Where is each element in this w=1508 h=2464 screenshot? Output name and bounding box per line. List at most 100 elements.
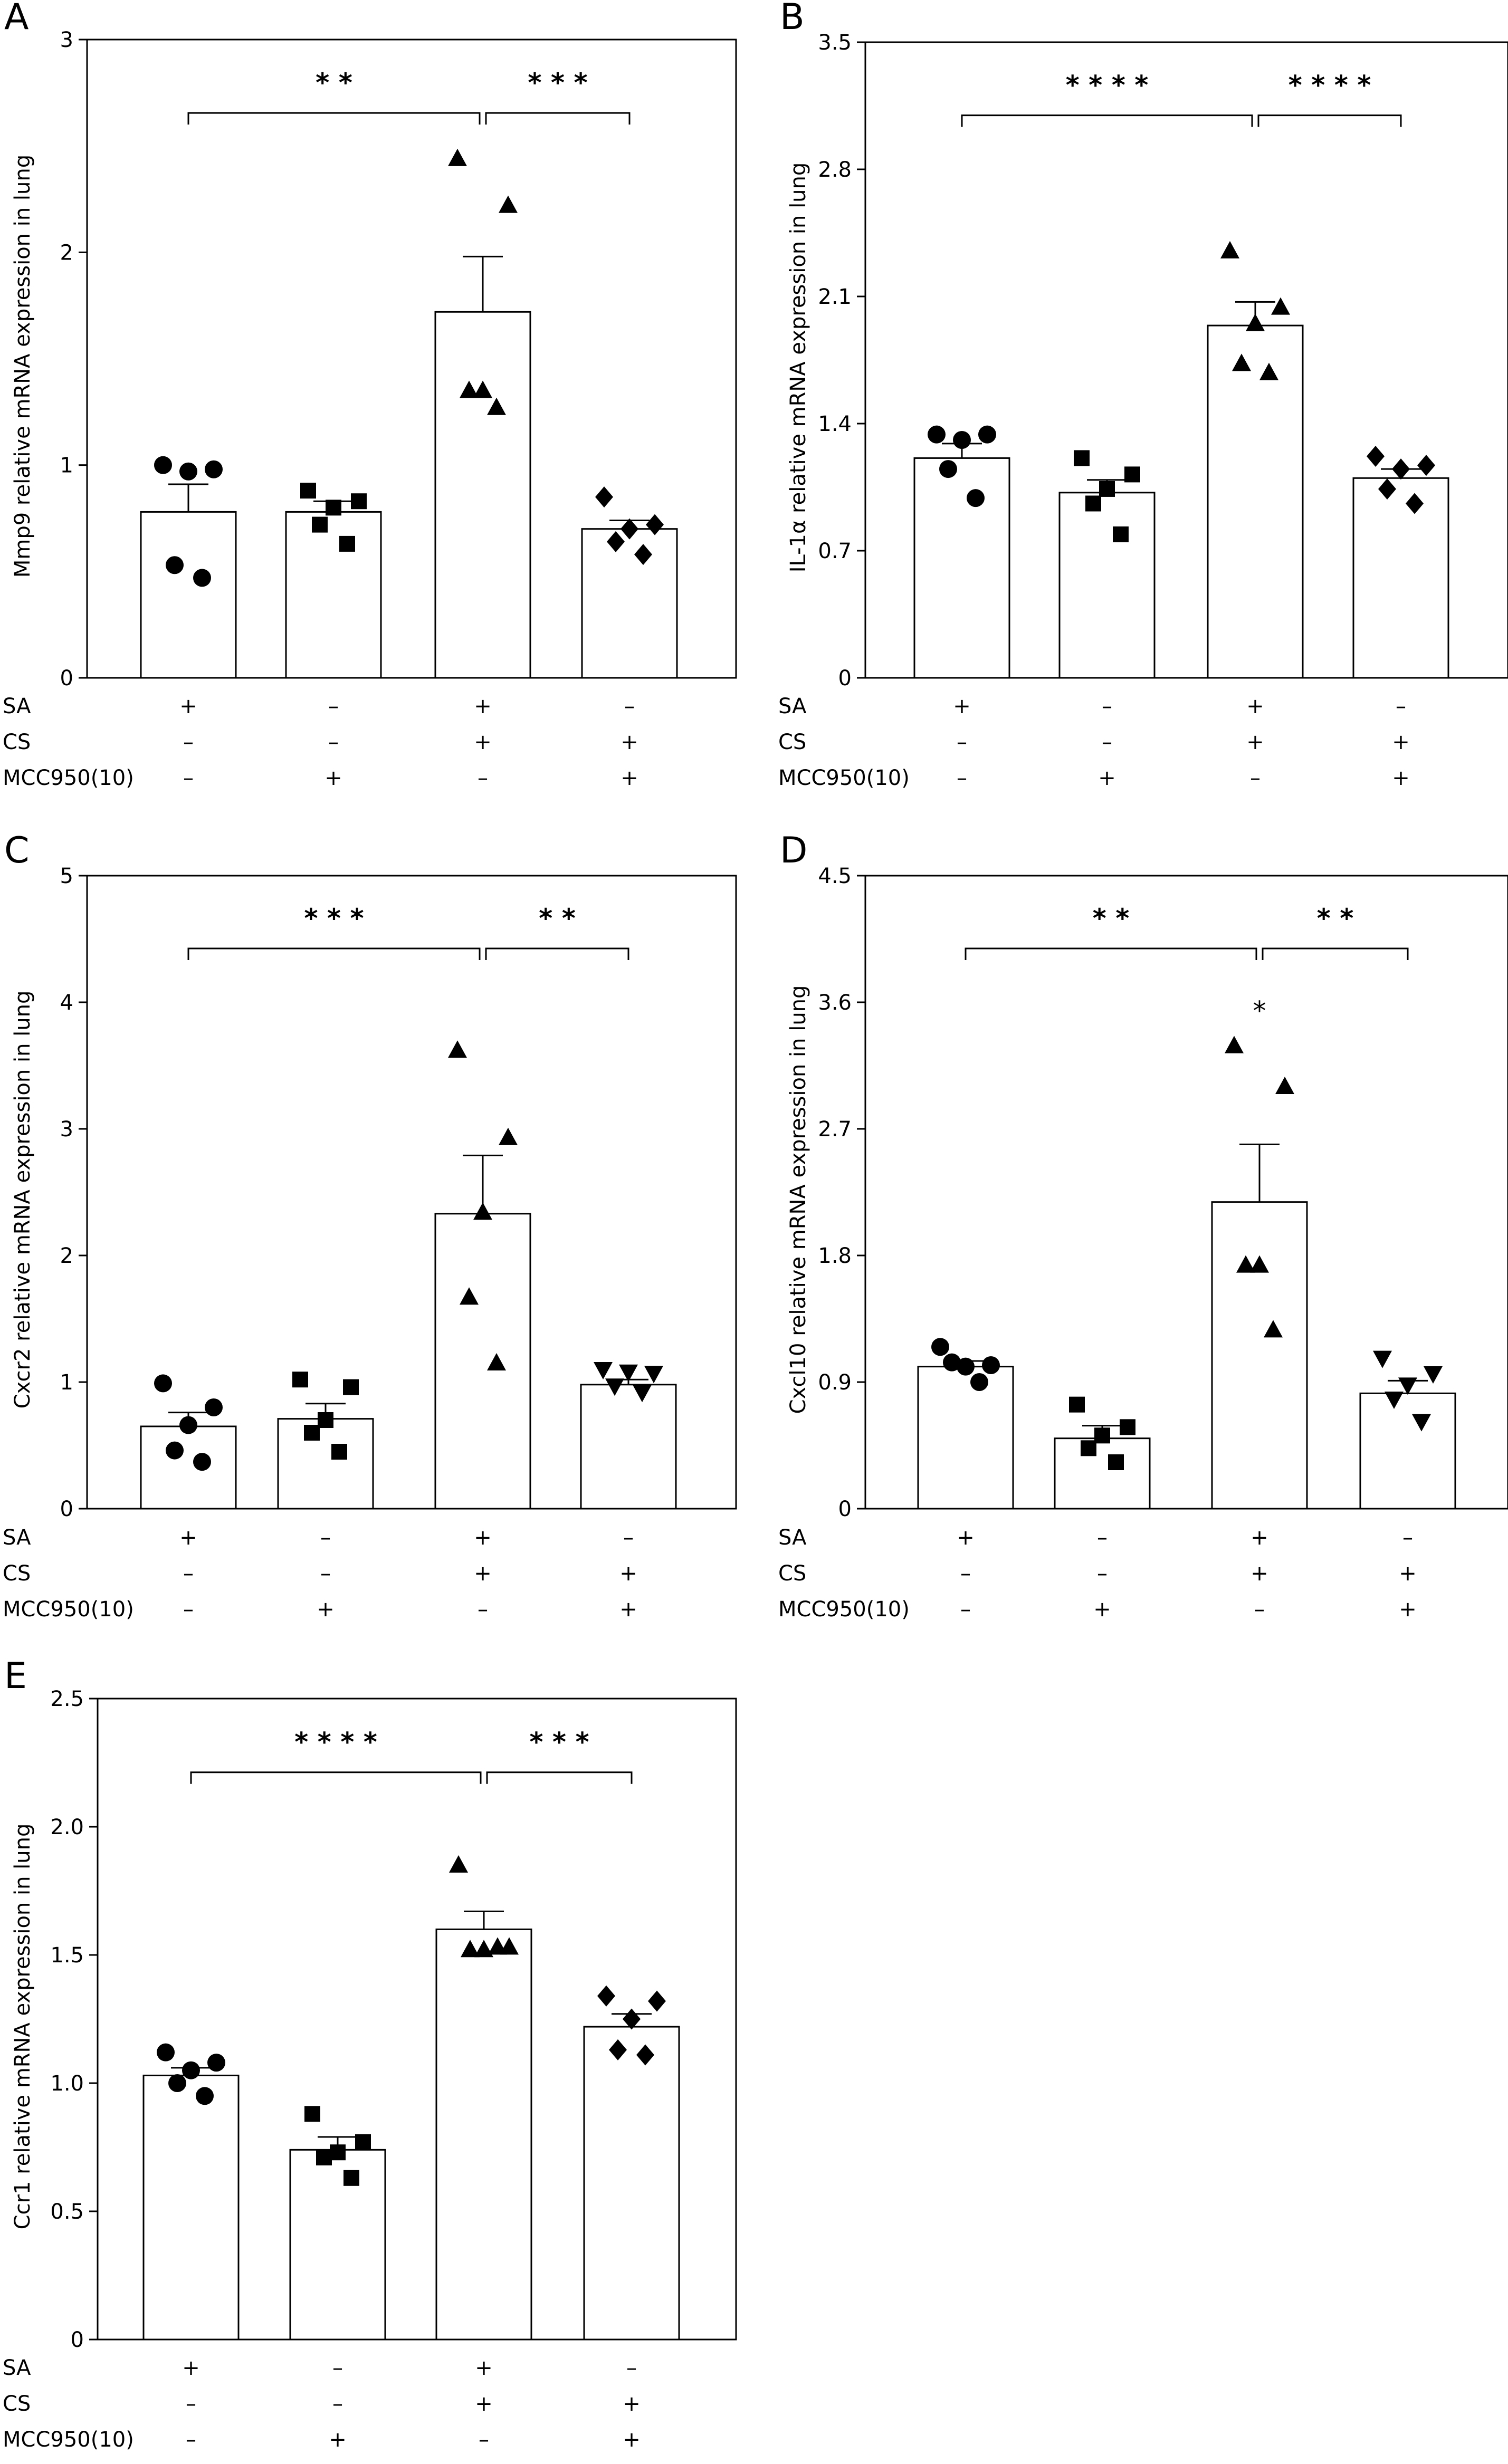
circle-marker: [953, 430, 971, 449]
treatment-sign: +: [1399, 1597, 1417, 1622]
circle-marker: [154, 456, 172, 474]
treatment-sign: +: [329, 2428, 347, 2452]
circle-marker: [166, 1441, 184, 1460]
circle-marker: [982, 1356, 1000, 1374]
inverted-triangle-marker: [1398, 1377, 1417, 1395]
treatment-sign: +: [621, 766, 638, 790]
circle-marker: [978, 425, 996, 444]
treatment-sign: +: [324, 766, 342, 790]
y-tick-label: 0: [838, 666, 852, 691]
treatment-row-label: MCC950(10): [3, 1597, 134, 1622]
treatment-sign: +: [1093, 1597, 1111, 1622]
y-tick-label: 0.5: [50, 2200, 84, 2224]
treatment-sign: +: [1392, 730, 1410, 754]
treatment-sign: –: [332, 2356, 343, 2380]
bar: [434, 311, 531, 679]
y-axis-title: Cxcr2 relative mRNA expression in lung: [11, 991, 35, 1409]
treatment-sign: –: [1097, 1526, 1108, 1550]
diamond-marker: [648, 1990, 666, 2012]
treatment-sign: –: [623, 1526, 634, 1550]
circle-marker: [970, 1373, 988, 1391]
y-tick-label: 4: [60, 991, 73, 1015]
inverted-triangle-marker: [1412, 1414, 1431, 1432]
triangle-marker: [1275, 1077, 1294, 1094]
diamond-marker: [1378, 478, 1396, 500]
triangle-marker: [1232, 353, 1251, 371]
circle-marker: [967, 489, 985, 507]
circle-marker: [157, 2043, 175, 2062]
triangle-marker: [499, 195, 518, 213]
treatment-row-label: CS: [3, 2392, 31, 2416]
circle-marker: [154, 1374, 172, 1393]
significance-bracket: [485, 112, 631, 125]
square-marker: [312, 516, 328, 533]
treatment-sign: –: [1402, 1526, 1413, 1550]
square-marker: [1081, 1440, 1096, 1456]
y-tick-label: 1: [60, 454, 73, 478]
treatment-sign: +: [474, 730, 492, 754]
significance-stars: * * * *: [1289, 70, 1371, 101]
significance-bracket: [485, 947, 629, 960]
bar: [580, 1384, 677, 1510]
triangle-marker: [1250, 1255, 1269, 1273]
treatment-sign: +: [1246, 694, 1264, 718]
diamond-marker: [607, 531, 625, 552]
square-marker: [331, 1444, 347, 1460]
y-tick-label: 2.5: [50, 1687, 84, 1711]
square-marker: [1085, 495, 1101, 512]
square-marker: [1124, 466, 1140, 483]
square-marker: [1094, 1427, 1110, 1444]
significance-bracket: [1262, 947, 1409, 960]
y-tick-label: 0: [60, 1497, 73, 1521]
treatment-sign: +: [1098, 766, 1116, 790]
diamond-marker: [621, 518, 638, 540]
significance-stars: * *: [1317, 903, 1354, 934]
square-marker: [1113, 526, 1129, 543]
inverted-triangle-marker: [619, 1364, 638, 1382]
chart-panel-e: E 0 0.5 1.0 1.5 2.0 2.5 Ccr1 relative mRNA expr…: [3, 1655, 737, 2452]
square-marker: [343, 1379, 359, 1395]
square-marker: [330, 2144, 346, 2161]
triangle-marker: [1271, 297, 1290, 315]
y-tick-label: 2.0: [50, 1815, 84, 1839]
treatment-sign: –: [478, 1597, 488, 1622]
triangle-marker: [487, 397, 506, 415]
diamond-marker: [1392, 458, 1410, 480]
square-marker: [355, 2134, 371, 2150]
square-marker: [300, 483, 316, 499]
y-tick-label: 3.5: [818, 31, 852, 55]
bar: [1054, 1437, 1151, 1510]
treatment-sign: –: [624, 694, 635, 718]
square-marker: [316, 2149, 332, 2165]
treatment-sign: +: [474, 694, 492, 718]
diamond-marker: [597, 1985, 615, 2007]
plot-frame: [864, 875, 1508, 1510]
circle-marker: [179, 1416, 197, 1434]
y-tick-label: 0.7: [818, 539, 852, 563]
y-tick-label: 3: [60, 28, 73, 52]
circle-marker: [179, 462, 197, 481]
y-tick-label: 1.5: [50, 1943, 84, 1968]
inverted-triangle-marker: [644, 1366, 663, 1384]
triangle-marker: [449, 1855, 468, 1873]
treatment-sign: –: [1097, 1561, 1108, 1586]
y-tick-label: 0: [71, 2328, 84, 2352]
y-axis-title: Cxcl10 relative mRNA expression in lung: [786, 985, 810, 1414]
diamond-marker: [1417, 455, 1435, 476]
treatment-sign: +: [474, 1561, 492, 1586]
extra-significance-mark: *: [1253, 995, 1266, 1026]
y-tick-label: 2.8: [818, 158, 852, 182]
triangle-marker: [448, 148, 467, 166]
treatment-row-label: SA: [3, 2356, 31, 2380]
treatment-sign: –: [479, 2428, 489, 2452]
treatment-sign: –: [183, 1597, 194, 1622]
bar: [917, 1366, 1014, 1510]
diamond-marker: [623, 2008, 641, 2030]
treatment-sign: –: [1102, 694, 1112, 718]
treatment-row-label: SA: [3, 694, 31, 718]
triangle-marker: [460, 380, 479, 398]
treatment-sign: –: [183, 766, 194, 790]
diamond-marker: [646, 514, 664, 535]
inverted-triangle-marker: [594, 1362, 613, 1379]
